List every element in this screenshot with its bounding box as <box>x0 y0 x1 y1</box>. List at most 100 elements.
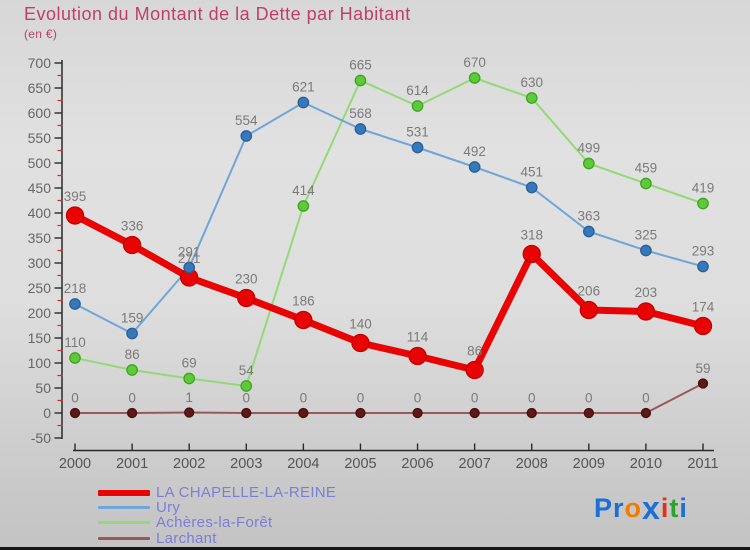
value-label: 363 <box>578 208 601 223</box>
value-label: 110 <box>64 335 86 350</box>
legend-item-larchant: Larchant <box>98 529 336 547</box>
data-point <box>298 407 309 419</box>
logo-letter: i <box>679 493 688 523</box>
value-label: 395 <box>64 189 87 204</box>
data-point <box>351 333 370 353</box>
value-label: 0 <box>528 391 536 406</box>
data-point <box>183 372 196 385</box>
data-point <box>640 244 652 257</box>
data-point <box>297 96 310 109</box>
line-chart: -500501001502002503003504004505005506006… <box>28 55 719 472</box>
data-point <box>465 360 484 380</box>
data-point <box>583 407 594 419</box>
data-point <box>636 302 656 321</box>
y-axis-label: 300 <box>28 255 52 271</box>
x-axis-label: 2004 <box>287 456 319 472</box>
x-axis-label: 2005 <box>344 456 376 472</box>
data-point <box>582 225 595 238</box>
logo-letter: o <box>624 493 643 523</box>
value-label: 159 <box>121 310 144 325</box>
legend-swatch-brown <box>98 536 150 540</box>
logo-letter: r <box>613 493 625 523</box>
data-point <box>526 407 537 419</box>
value-label: 186 <box>292 294 315 309</box>
value-label: 54 <box>239 363 255 378</box>
legend-item-ury: Ury <box>98 499 336 517</box>
x-axis-label: 2009 <box>573 456 605 472</box>
value-label: 568 <box>349 106 372 121</box>
data-point <box>69 352 81 364</box>
value-label: 59 <box>695 361 710 376</box>
data-point <box>408 346 427 366</box>
value-label: 318 <box>520 228 543 243</box>
legend-label: LA CHAPELLE-LA-REINE <box>156 484 337 502</box>
value-label: 499 <box>578 140 601 155</box>
y-axis-label: 500 <box>28 155 52 171</box>
logo-letter: t <box>669 493 680 523</box>
data-point <box>579 300 598 320</box>
y-axis-label: 450 <box>28 180 52 196</box>
value-label: 336 <box>121 219 144 234</box>
x-axis-label: 2003 <box>230 456 262 472</box>
value-label: 0 <box>585 391 593 406</box>
value-label: 293 <box>692 243 715 258</box>
data-point <box>69 298 81 310</box>
y-axis-label: 350 <box>28 230 52 246</box>
data-point <box>183 261 196 274</box>
value-label: 140 <box>349 317 372 332</box>
value-label: 0 <box>243 391 251 406</box>
legend-swatch-green <box>98 521 150 525</box>
value-label: 630 <box>520 75 543 90</box>
y-axis-label: 200 <box>28 305 52 321</box>
data-point <box>697 378 709 389</box>
logo-letter: P <box>594 493 614 523</box>
x-axis-label: 2008 <box>516 456 548 472</box>
logo-letter: i <box>660 493 670 523</box>
data-point <box>522 244 541 264</box>
data-point <box>69 407 81 419</box>
data-point <box>354 123 367 135</box>
x-axis-label: 2002 <box>173 456 205 472</box>
legend-item-la-chapelle-la-reine: LA CHAPELLE-LA-REINE <box>98 484 337 502</box>
x-axis-label: 2001 <box>116 456 148 472</box>
y-axis-label: 400 <box>28 205 52 221</box>
data-point <box>65 206 85 225</box>
value-label: 206 <box>578 284 601 299</box>
value-label: 0 <box>357 391 365 406</box>
value-label: 86 <box>467 344 482 359</box>
legend-label: Larchant <box>156 529 217 547</box>
data-point <box>525 92 538 104</box>
data-point <box>697 197 709 210</box>
y-axis-label: 600 <box>28 105 52 121</box>
value-label: 203 <box>635 285 658 300</box>
series-line-0 <box>71 212 707 374</box>
data-point <box>411 100 424 112</box>
x-axis-label: 2006 <box>401 456 433 472</box>
value-label: 0 <box>128 391 136 406</box>
data-point <box>525 181 538 194</box>
value-label: 69 <box>182 355 197 370</box>
y-axis-label: 250 <box>28 280 52 296</box>
y-axis-label: 650 <box>28 80 52 96</box>
value-label: 459 <box>635 160 658 175</box>
data-point <box>582 157 595 170</box>
logo-letter: x <box>642 490 661 526</box>
data-point <box>126 364 138 376</box>
chart-legend: LA CHAPELLE-LA-REINE Ury Achères-la-Forê… <box>98 484 337 547</box>
data-point <box>468 72 481 84</box>
value-label: 665 <box>349 57 372 72</box>
data-point <box>697 260 709 273</box>
value-label: 670 <box>463 55 486 70</box>
legend-label: Ury <box>156 499 181 517</box>
series-line-1 <box>74 101 704 335</box>
value-label: 0 <box>300 391 308 406</box>
value-label: 0 <box>71 391 79 406</box>
data-point <box>354 74 367 87</box>
value-label: 1 <box>185 390 193 405</box>
y-axis-label: 700 <box>28 55 52 71</box>
data-point <box>412 407 423 419</box>
y-axis-label: -50 <box>31 430 51 446</box>
legend-item-acheres-la-foret: Achères-la-Forêt <box>98 514 336 531</box>
series-line-3 <box>74 382 704 414</box>
